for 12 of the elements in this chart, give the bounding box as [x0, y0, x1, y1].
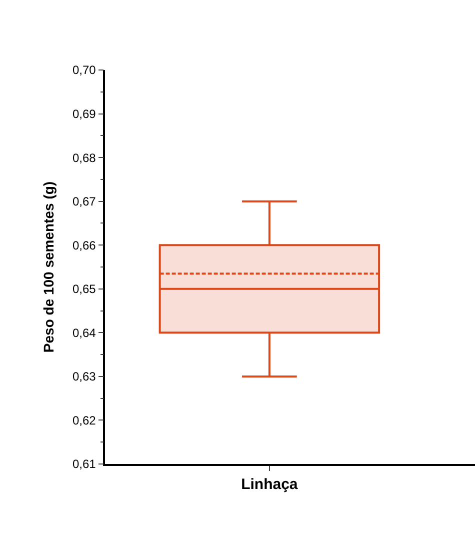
- y-tick-label: 0,62: [72, 413, 96, 428]
- y-tick-label: 0,70: [72, 63, 96, 78]
- y-tick-label: 0,64: [72, 326, 96, 340]
- y-tick-label: 0,67: [72, 194, 96, 209]
- x-tick-label: Linhaça: [241, 476, 298, 493]
- y-tick-label: 0,61: [72, 457, 96, 472]
- y-tick-label: 0,68: [72, 150, 96, 165]
- y-tick-label: 0,63: [72, 370, 96, 384]
- y-tick-label: 0,66: [72, 238, 96, 252]
- y-tick-label: 0,69: [72, 106, 96, 121]
- y-axis-title: Peso de 100 sementes (g): [40, 181, 57, 353]
- y-tick-label: 0,65: [72, 282, 96, 296]
